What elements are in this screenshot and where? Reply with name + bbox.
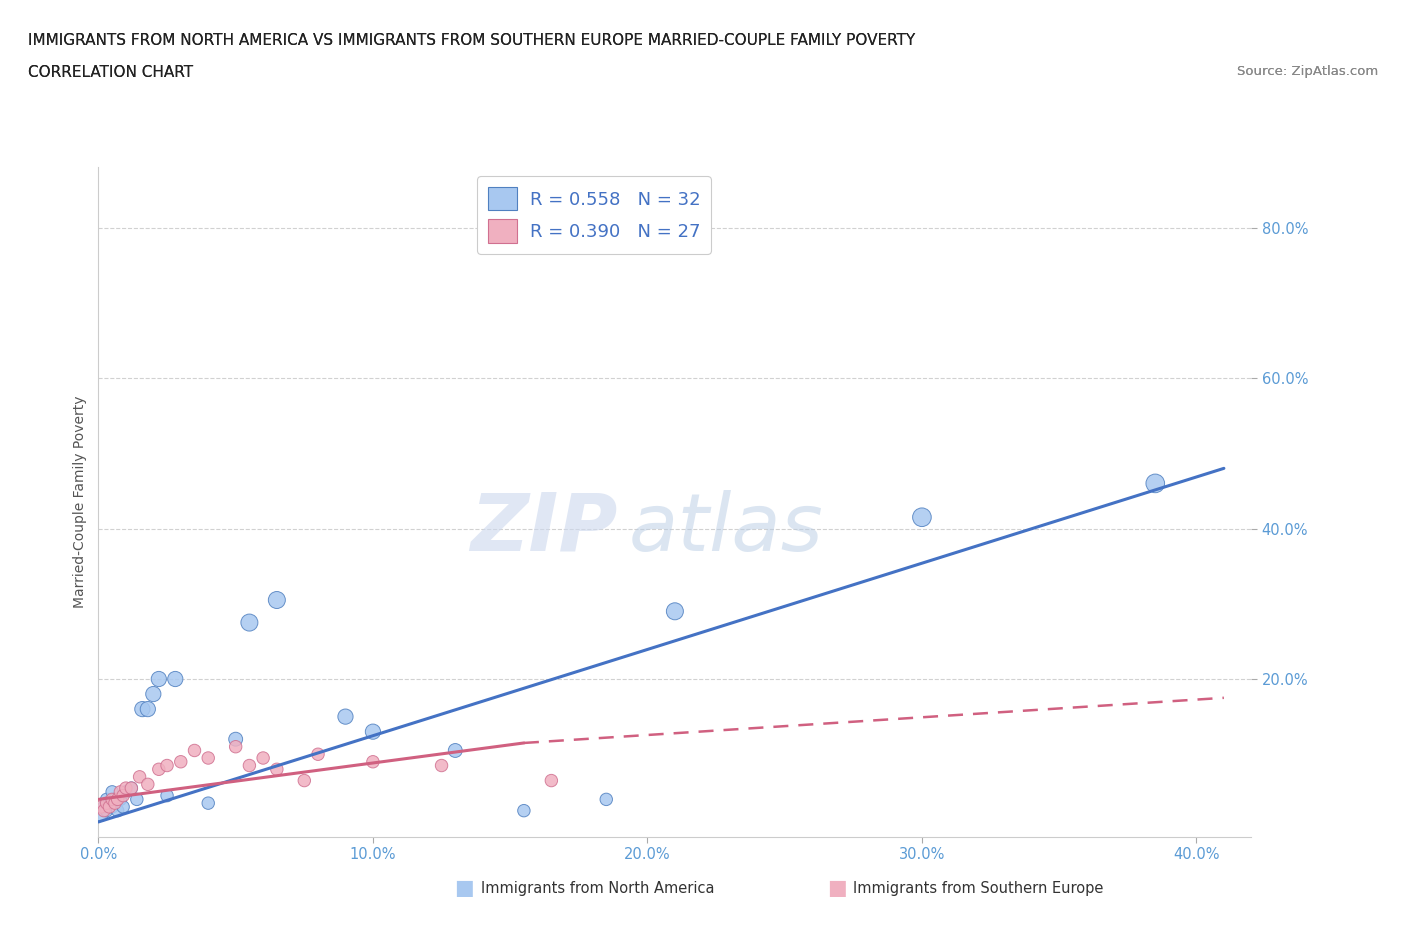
Point <box>101 784 124 799</box>
Point <box>595 792 617 807</box>
Point <box>96 804 118 818</box>
Text: ZIP: ZIP <box>470 490 617 568</box>
Point <box>1144 476 1167 491</box>
Point <box>136 777 159 791</box>
Point <box>128 769 150 784</box>
Point <box>197 796 219 811</box>
Point <box>266 762 288 777</box>
Text: IMMIGRANTS FROM NORTH AMERICA VS IMMIGRANTS FROM SOUTHERN EUROPE MARRIED-COUPLE : IMMIGRANTS FROM NORTH AMERICA VS IMMIGRA… <box>28 33 915 47</box>
Point <box>98 796 121 811</box>
Text: CORRELATION CHART: CORRELATION CHART <box>28 65 193 80</box>
Point <box>225 732 247 747</box>
Point <box>238 758 260 773</box>
Point <box>513 804 536 818</box>
Point <box>110 784 132 799</box>
Point <box>90 807 112 822</box>
Point <box>238 615 260 630</box>
Text: CORRELATION CHART: CORRELATION CHART <box>28 65 193 80</box>
Point <box>115 780 138 795</box>
Point <box>170 754 193 769</box>
Point <box>93 804 115 818</box>
Point <box>131 701 153 716</box>
Point <box>115 784 138 799</box>
Text: Source: ZipAtlas.com: Source: ZipAtlas.com <box>1237 65 1378 78</box>
Point <box>148 671 170 686</box>
Point <box>292 773 315 788</box>
Text: atlas: atlas <box>628 490 824 568</box>
Point <box>120 780 142 795</box>
Text: Immigrants from North America: Immigrants from North America <box>481 881 714 896</box>
Point <box>148 762 170 777</box>
Y-axis label: Married-Couple Family Poverty: Married-Couple Family Poverty <box>73 396 87 608</box>
Point <box>307 747 329 762</box>
Point <box>107 804 129 818</box>
Text: Source: ZipAtlas.com: Source: ZipAtlas.com <box>1237 65 1378 78</box>
Point <box>125 792 148 807</box>
Point <box>93 800 115 815</box>
Legend: R = 0.558   N = 32, R = 0.390   N = 27: R = 0.558 N = 32, R = 0.390 N = 27 <box>477 177 711 254</box>
Point <box>225 739 247 754</box>
Point <box>104 796 127 811</box>
Point <box>444 743 467 758</box>
Point <box>430 758 453 773</box>
Point <box>183 743 205 758</box>
Point <box>90 800 112 815</box>
Point <box>165 671 187 686</box>
Point <box>120 780 142 795</box>
Point <box>911 510 934 525</box>
Point <box>266 592 288 607</box>
Point <box>197 751 219 765</box>
Point <box>361 754 384 769</box>
Point <box>142 686 165 701</box>
Point <box>664 604 686 618</box>
Point <box>335 710 357 724</box>
Point <box>96 796 118 811</box>
Point <box>101 792 124 807</box>
Point <box>136 701 159 716</box>
Point <box>96 792 118 807</box>
Point <box>104 792 127 807</box>
Point <box>98 800 121 815</box>
Point <box>112 800 135 815</box>
Point <box>156 758 179 773</box>
Point <box>101 800 124 815</box>
Point <box>252 751 274 765</box>
Point <box>110 792 132 807</box>
Point <box>540 773 562 788</box>
Text: ■: ■ <box>454 878 474 898</box>
Text: ■: ■ <box>827 878 846 898</box>
Text: IMMIGRANTS FROM NORTH AMERICA VS IMMIGRANTS FROM SOUTHERN EUROPE MARRIED-COUPLE : IMMIGRANTS FROM NORTH AMERICA VS IMMIGRA… <box>28 33 915 47</box>
Point <box>107 792 129 807</box>
Point <box>361 724 384 739</box>
Point <box>156 789 179 804</box>
Point <box>112 789 135 804</box>
Text: Immigrants from Southern Europe: Immigrants from Southern Europe <box>853 881 1104 896</box>
